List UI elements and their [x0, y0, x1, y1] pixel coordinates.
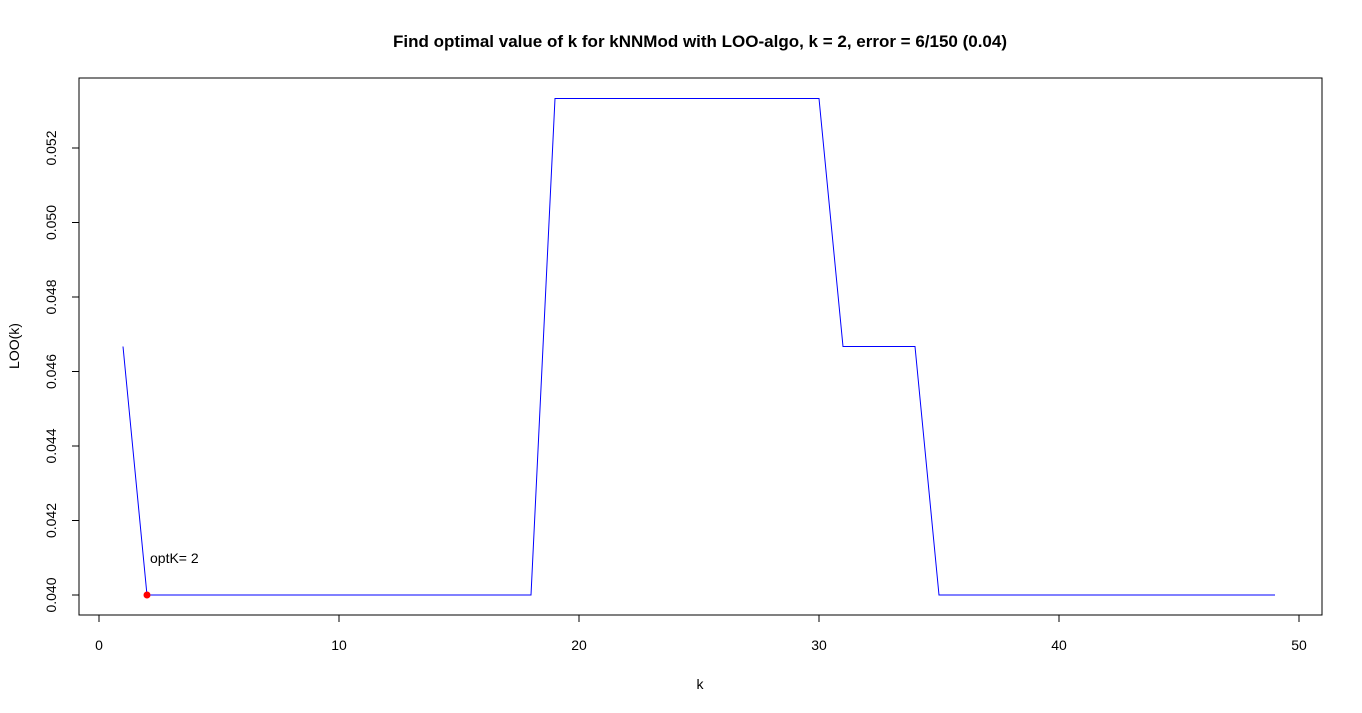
- chart-title: Find optimal value of k for kNNMod with …: [393, 32, 1007, 51]
- y-axis: 0.040 0.042 0.044 0.046 0.048 0.050 0.052: [43, 130, 80, 613]
- optimal-k-point: [143, 591, 151, 599]
- y-tick-label: 0.048: [43, 279, 59, 314]
- y-axis-label: LOO(k): [6, 323, 22, 369]
- y-tick-label: 0.044: [43, 428, 59, 463]
- y-tick-label: 0.040: [43, 577, 59, 612]
- y-tick-label: 0.046: [43, 354, 59, 389]
- x-tick-label: 40: [1051, 637, 1067, 653]
- x-tick-label: 10: [331, 637, 347, 653]
- optimal-k-label: optK= 2: [150, 550, 199, 566]
- loo-series-line: [122, 98, 1275, 596]
- y-tick-label: 0.050: [43, 205, 59, 240]
- plot-frame: [78, 77, 1323, 616]
- y-tick-label: 0.052: [43, 130, 59, 165]
- x-tick-label: 20: [571, 637, 587, 653]
- x-axis: 0 10 20 30 40 50: [95, 614, 1307, 653]
- x-axis-label: k: [697, 676, 705, 692]
- x-tick-label: 30: [811, 637, 827, 653]
- y-tick-label: 0.042: [43, 503, 59, 538]
- x-tick-label: 50: [1291, 637, 1307, 653]
- x-tick-label: 0: [95, 637, 103, 653]
